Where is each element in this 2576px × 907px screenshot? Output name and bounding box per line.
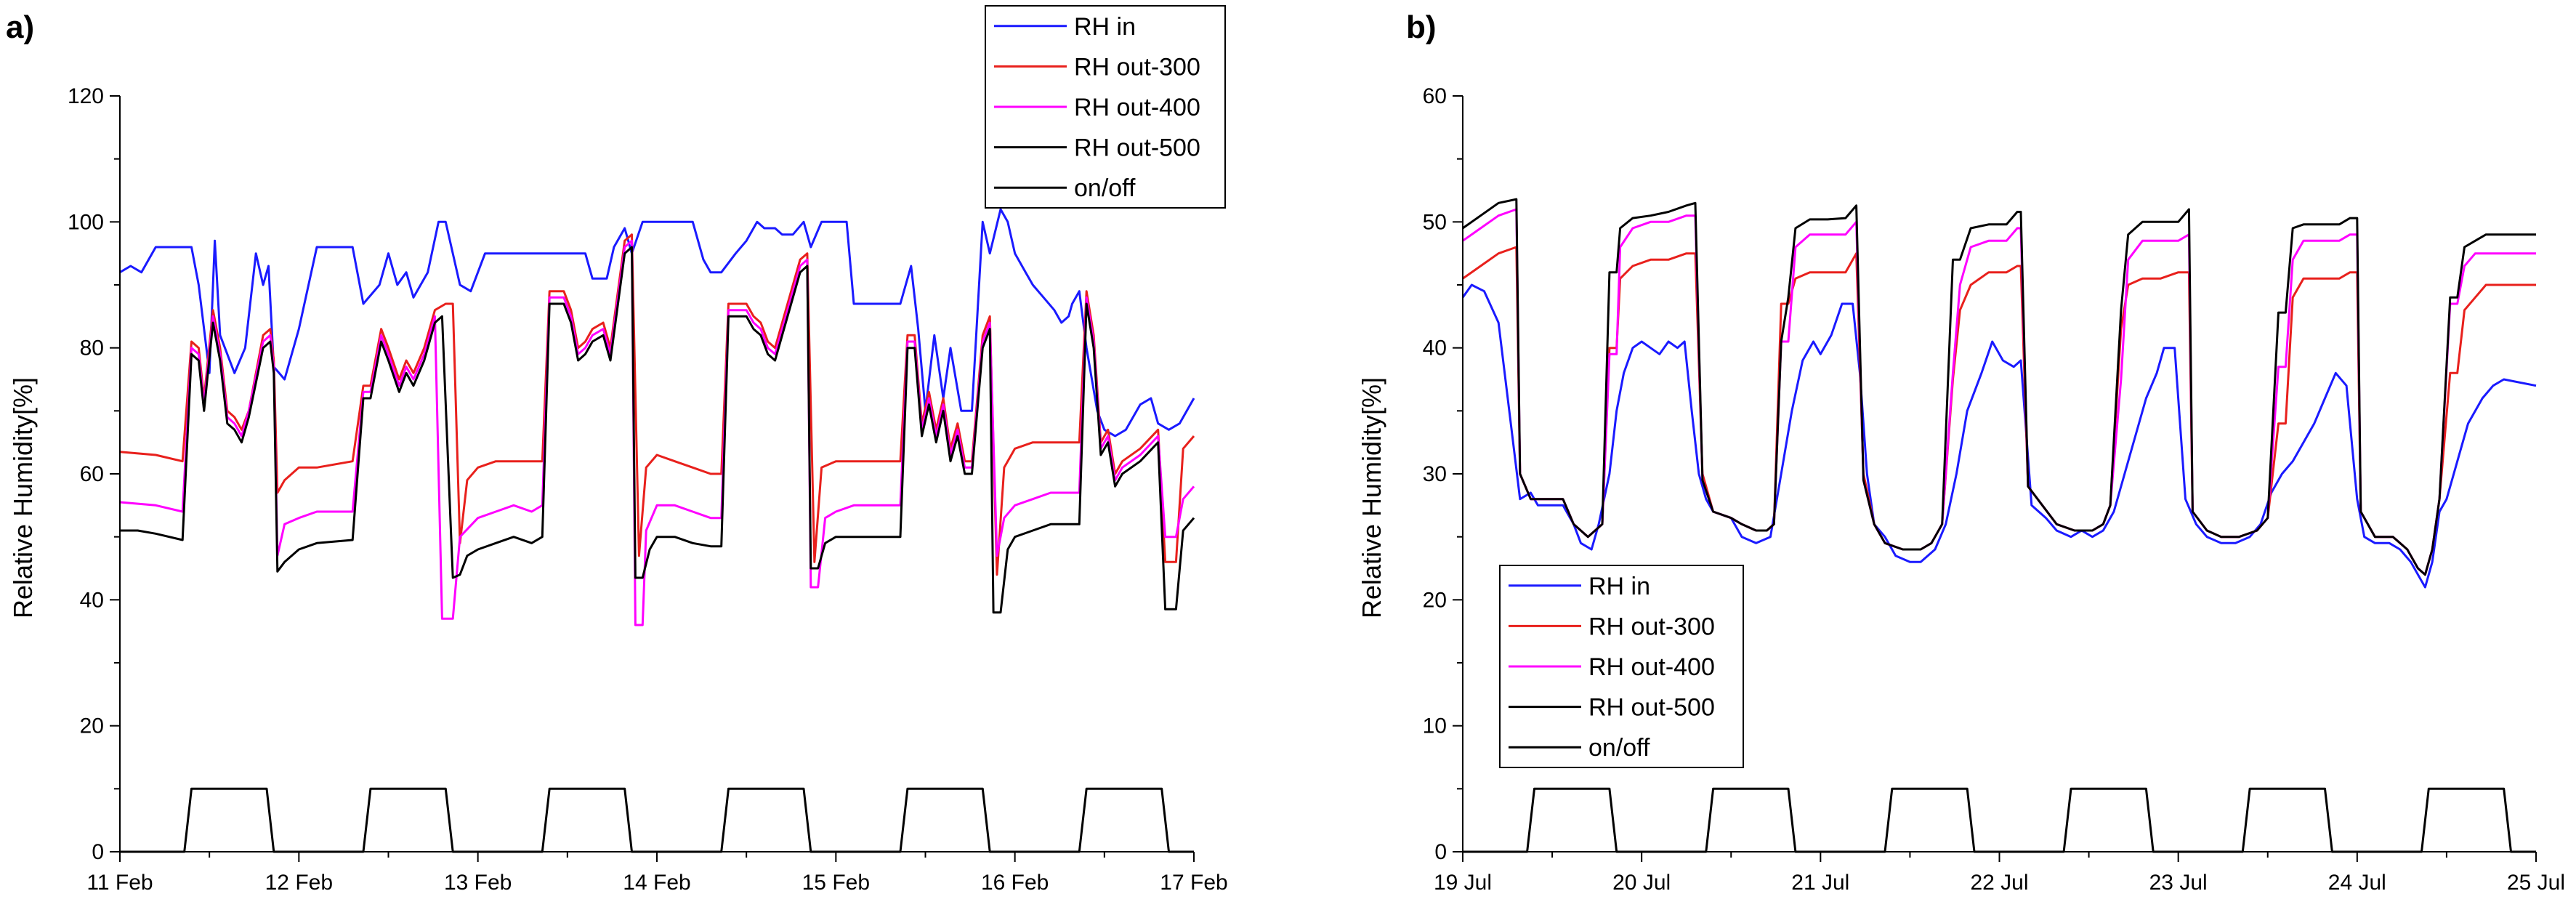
x-tick-label: 16 Feb xyxy=(981,871,1049,895)
panel-a: a) Relative Humidity[%] 0 20 40 60 80 100 120 1… xyxy=(6,5,1228,895)
panel-a-y-axis-title: Relative Humidity[%] xyxy=(8,377,38,618)
series-line-rh-out-400 xyxy=(1462,208,2536,576)
x-tick-label: 14 Feb xyxy=(623,871,690,895)
legend-label: on/off xyxy=(1074,174,1136,202)
legend-label: on/off xyxy=(1588,734,1650,762)
panel-a-label: a) xyxy=(6,9,34,45)
series-line-rh-out-300 xyxy=(1462,246,2536,576)
y-tick-label: 50 xyxy=(1423,210,1447,234)
series-line-rh-out-500 xyxy=(1462,198,2536,576)
legend-label: RH out-300 xyxy=(1074,53,1200,81)
series-line-on-off xyxy=(1463,787,2536,853)
y-tick-label: 20 xyxy=(1423,588,1447,612)
panel-b-legend: RH in RH out-300 RH out-400 RH out-500 on/of… xyxy=(1499,565,1744,768)
panel-b-y-axis-title: Relative Humidity[%] xyxy=(1357,377,1386,618)
x-tick-label: 15 Feb xyxy=(802,871,870,895)
panel-b-axes xyxy=(1462,96,2536,852)
legend-label: RH out-300 xyxy=(1588,613,1715,640)
y-tick-label: 40 xyxy=(80,588,104,612)
series-line-rh-in xyxy=(1461,283,2537,589)
panel-a-series xyxy=(119,208,1195,853)
panel-b: b) Relative Humidity[%] 0 10 20 30 40 50 60 19 … xyxy=(1357,9,2565,895)
legend-label: RH out-400 xyxy=(1074,94,1200,121)
legend-label: RH out-500 xyxy=(1588,694,1715,722)
panel-b-ticks: 0 10 20 30 40 50 60 19 Jul 20 Jul 21 Jul 22 Jul 23 … xyxy=(1423,84,2565,895)
legend-label: RH in xyxy=(1074,13,1136,41)
x-tick-label: 17 Feb xyxy=(1160,871,1227,895)
y-tick-label: 60 xyxy=(1423,84,1447,108)
y-tick-label: 120 xyxy=(68,84,104,108)
y-tick-label: 60 xyxy=(80,462,104,486)
legend-label: RH out-400 xyxy=(1588,653,1715,681)
x-tick-label: 24 Jul xyxy=(2328,871,2386,895)
series-line-rh-out-500 xyxy=(120,246,1195,614)
x-tick-label: 22 Jul xyxy=(1970,871,2028,895)
x-tick-label: 12 Feb xyxy=(265,871,333,895)
x-tick-label: 25 Jul xyxy=(2507,871,2565,895)
panel-a-ticks: 0 20 40 60 80 100 120 11 Feb 12 Feb 13 Feb 14 Feb 1… xyxy=(68,84,1228,895)
panel-a-axes xyxy=(119,96,1194,852)
x-tick-label: 13 Feb xyxy=(444,871,512,895)
panel-b-label: b) xyxy=(1406,9,1437,45)
x-tick-label: 23 Jul xyxy=(2149,871,2208,895)
series-line-rh-out-300 xyxy=(119,233,1195,576)
y-tick-label: 80 xyxy=(80,336,104,360)
series-line-on-off xyxy=(120,787,1194,853)
legend-label: RH in xyxy=(1588,573,1650,600)
y-tick-label: 10 xyxy=(1423,714,1447,738)
x-tick-label: 11 Feb xyxy=(86,871,153,895)
x-tick-label: 21 Jul xyxy=(1791,871,1849,895)
y-tick-label: 0 xyxy=(1434,840,1447,864)
x-tick-label: 19 Jul xyxy=(1434,871,1492,895)
y-tick-label: 100 xyxy=(68,210,104,234)
series-line-rh-in xyxy=(119,208,1195,438)
panel-a-legend: RH in RH out-300 RH out-400 RH out-500 on/of… xyxy=(985,5,1226,209)
y-tick-label: 40 xyxy=(1423,336,1447,360)
y-tick-label: 20 xyxy=(80,714,104,738)
y-tick-label: 0 xyxy=(92,840,104,864)
y-tick-label: 30 xyxy=(1423,462,1447,486)
legend-label: RH out-500 xyxy=(1074,134,1200,162)
series-line-rh-out-400 xyxy=(119,239,1195,626)
x-tick-label: 20 Jul xyxy=(1612,871,1671,895)
